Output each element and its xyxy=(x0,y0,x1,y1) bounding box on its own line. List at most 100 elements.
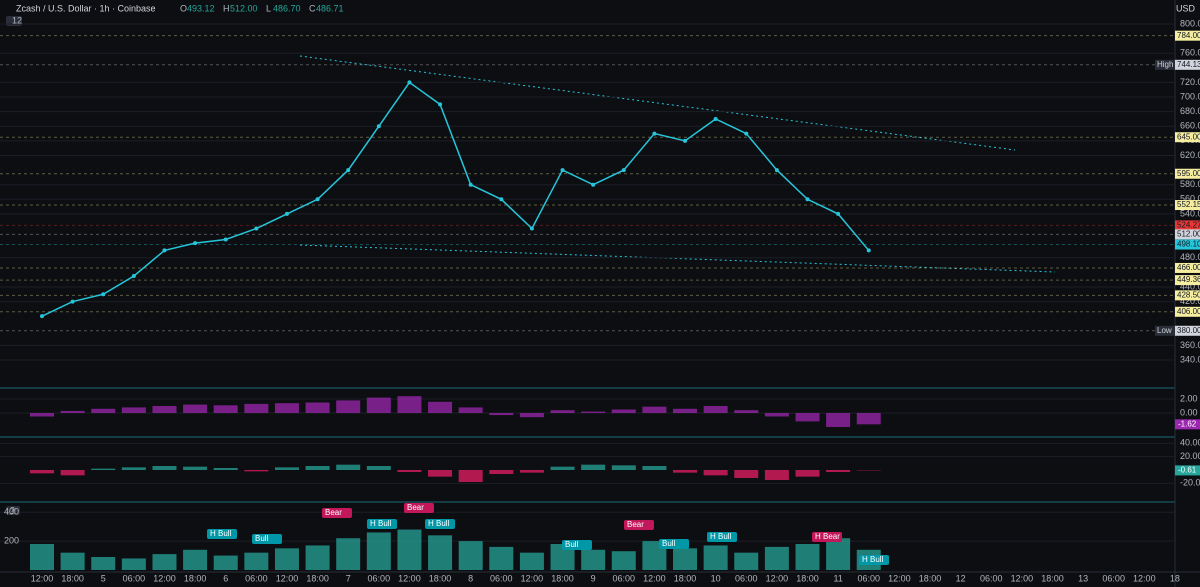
price-point xyxy=(193,241,198,246)
low-label: Low xyxy=(1157,326,1172,335)
bar xyxy=(30,544,54,570)
value-box xyxy=(1175,465,1200,476)
x-tick-label: 12:00 xyxy=(276,573,299,583)
bar xyxy=(244,552,269,570)
price-point xyxy=(407,80,412,85)
annotation: H Bull xyxy=(210,529,232,538)
level-label: 744.13 xyxy=(1177,60,1200,69)
currency[interactable]: USD xyxy=(1176,3,1196,13)
x-tick-label: 12:00 xyxy=(643,573,666,583)
x-tick-label: 18:00 xyxy=(306,573,329,583)
bar xyxy=(611,465,636,470)
ohlc-value: 486.70 xyxy=(273,3,301,13)
price-point xyxy=(131,274,136,278)
price-line xyxy=(41,81,870,317)
high-label: High xyxy=(1157,60,1173,69)
trendline xyxy=(299,55,1016,151)
price-point xyxy=(284,211,289,216)
x-tick-label: 12:00 xyxy=(521,573,544,583)
level-box xyxy=(1175,30,1200,41)
annotation-box xyxy=(562,540,592,550)
x-tick-label: 12:00 xyxy=(31,573,54,583)
x-tick-label: 12:00 xyxy=(1133,573,1156,583)
price-point xyxy=(315,197,320,202)
badge[interactable] xyxy=(6,506,20,515)
x-tick-label: 18:00 xyxy=(61,573,84,583)
bar xyxy=(183,549,208,570)
price-point xyxy=(866,248,871,253)
x-tick-label: 18:00 xyxy=(429,573,452,583)
bar xyxy=(183,404,208,413)
annotation: Bear xyxy=(407,503,424,512)
bar xyxy=(489,546,514,570)
price-point xyxy=(744,131,749,136)
bar xyxy=(213,468,238,470)
y-tick-label: 540.00 xyxy=(1180,208,1200,218)
bar xyxy=(91,408,116,413)
x-tick-label: 06:00 xyxy=(980,573,1003,583)
y-tick-label: 200 xyxy=(4,535,19,545)
bar xyxy=(489,470,514,474)
ohlc-key: C xyxy=(309,3,316,13)
bar xyxy=(121,467,146,470)
y-tick-label: 2.00 xyxy=(1180,393,1198,403)
x-tick-label: 06:00 xyxy=(123,573,146,583)
level-label: 498.10 xyxy=(1177,240,1200,249)
x-tick-label: 06:00 xyxy=(1102,573,1125,583)
x-tick-label: 06:00 xyxy=(245,573,268,583)
bar xyxy=(30,413,54,417)
level-label: 645.00 xyxy=(1177,132,1200,141)
bar xyxy=(152,554,177,570)
bar xyxy=(856,413,881,425)
bar xyxy=(91,557,116,570)
price-point xyxy=(70,299,75,304)
price-point xyxy=(836,211,841,216)
y-tick-label: 360.00 xyxy=(1180,340,1200,350)
y-tick-label: 700.00 xyxy=(1180,91,1200,101)
bar xyxy=(152,406,177,413)
bar xyxy=(366,466,391,470)
y-tick-label: 560.00 xyxy=(1180,194,1200,204)
bar xyxy=(642,466,667,470)
annotation: H Bear xyxy=(815,532,840,541)
high-box xyxy=(1155,59,1175,70)
annotation-box xyxy=(322,508,352,518)
bar xyxy=(428,401,453,413)
bar xyxy=(244,403,269,413)
price-point xyxy=(499,197,504,202)
bar xyxy=(703,406,728,413)
price-point xyxy=(254,226,259,231)
bar xyxy=(519,413,544,418)
bar xyxy=(274,403,299,413)
annotation: Bull xyxy=(565,540,579,549)
x-tick-label: 18:00 xyxy=(1041,573,1064,583)
price-point xyxy=(560,168,565,173)
price-point xyxy=(529,226,534,231)
x-tick-label: 06:00 xyxy=(490,573,513,583)
bar xyxy=(458,541,483,570)
bar xyxy=(764,413,789,417)
annotation: H Bull xyxy=(428,519,450,528)
x-tick-label: 6 xyxy=(223,573,228,583)
bar xyxy=(673,470,698,473)
x-tick-label: 13 xyxy=(1078,573,1088,583)
x-tick-label: 5 xyxy=(101,573,106,583)
bar xyxy=(428,470,453,477)
price-point xyxy=(223,237,228,242)
x-tick-label: 18:00 xyxy=(674,573,697,583)
bar xyxy=(213,555,238,570)
price-point xyxy=(40,314,44,319)
annotation-box xyxy=(207,529,237,539)
price-point xyxy=(713,116,718,121)
bar xyxy=(581,411,606,413)
level-label: 512.00 xyxy=(1177,229,1200,238)
x-tick-label: 18:00 xyxy=(796,573,819,583)
bar xyxy=(121,407,146,413)
bar xyxy=(611,409,636,413)
level-label: 784.00 xyxy=(1177,31,1200,40)
y-tick-label: 620.00 xyxy=(1180,150,1200,160)
x-tick-label: 18:00 xyxy=(551,573,574,583)
x-tick-label: 18 xyxy=(1170,573,1180,583)
price-point xyxy=(621,168,626,173)
